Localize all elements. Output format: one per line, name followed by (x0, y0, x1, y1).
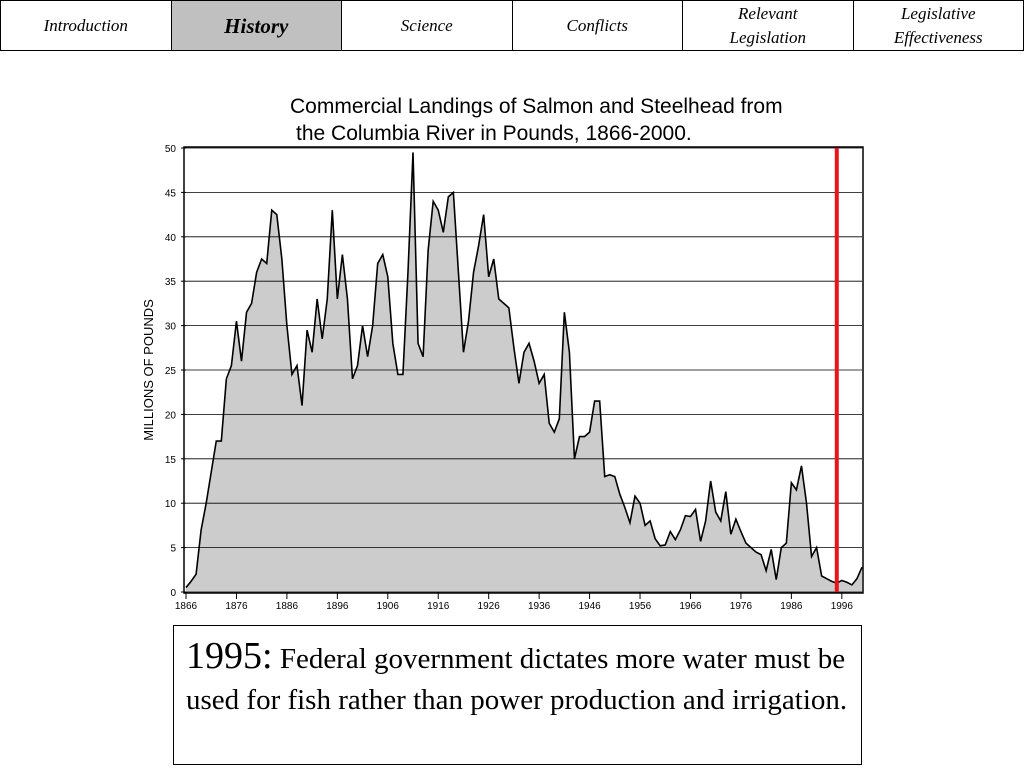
caption-text: Federal government dictates more water m… (186, 643, 848, 716)
y-tick-label: 20 (165, 410, 177, 421)
y-tick-label: 5 (170, 544, 176, 555)
caption-box: 1995: Federal government dictates more w… (173, 625, 862, 765)
x-tick-label: 1976 (730, 601, 753, 612)
nav-tab[interactable]: Science (342, 1, 513, 50)
y-tick-label: 15 (165, 455, 177, 466)
y-tick-label: 50 (165, 144, 177, 155)
caption-lead: 1995: (186, 635, 273, 677)
chart: Commercial Landings of Salmon and Steelh… (141, 95, 864, 612)
x-tick-label: 1996 (831, 601, 854, 612)
y-tick-label: 25 (165, 366, 177, 377)
x-tick-label: 1936 (528, 601, 551, 612)
nav-tab[interactable]: Introduction (1, 1, 172, 50)
y-tick-label: 45 (165, 188, 177, 199)
y-axis-label: MILLIONS OF POUNDS (141, 299, 156, 441)
chart-title: Commercial Landings of Salmon and Steelh… (290, 95, 783, 118)
nav-tab[interactable]: Legislative Effectiveness (893, 3, 983, 47)
x-tick-label: 1886 (276, 601, 299, 612)
area-line (185, 152, 863, 589)
y-tick-label: 0 (170, 588, 176, 599)
nav-tab[interactable]: Conflicts (513, 1, 683, 50)
x-tick-label: 1906 (377, 601, 400, 612)
x-tick-label: 1946 (578, 601, 601, 612)
y-tick-label: 35 (165, 277, 177, 288)
x-tick-label: 1876 (225, 601, 248, 612)
y-tick-label: 40 (165, 233, 177, 244)
nav-bar: Introduction History Science Conflicts Relev… (0, 0, 1024, 51)
x-tick-label: 1916 (427, 601, 450, 612)
area-fill (186, 152, 862, 592)
x-tick-label: 1896 (326, 601, 349, 612)
x-tick-label: 1866 (175, 601, 198, 612)
y-tick-label: 30 (165, 322, 177, 333)
x-tick-label: 1926 (478, 601, 501, 612)
plot-frame (183, 146, 864, 594)
x-tick-label: 1966 (679, 601, 702, 612)
nav-tab[interactable]: History (171, 1, 342, 50)
chart-title: the Columbia River in Pounds, 1866-2000. (296, 122, 692, 145)
x-tick-label: 1956 (629, 601, 652, 612)
y-tick-label: 10 (165, 499, 177, 510)
nav-tab[interactable]: Relevant Legislation (683, 1, 854, 50)
x-tick-label: 1986 (780, 601, 803, 612)
